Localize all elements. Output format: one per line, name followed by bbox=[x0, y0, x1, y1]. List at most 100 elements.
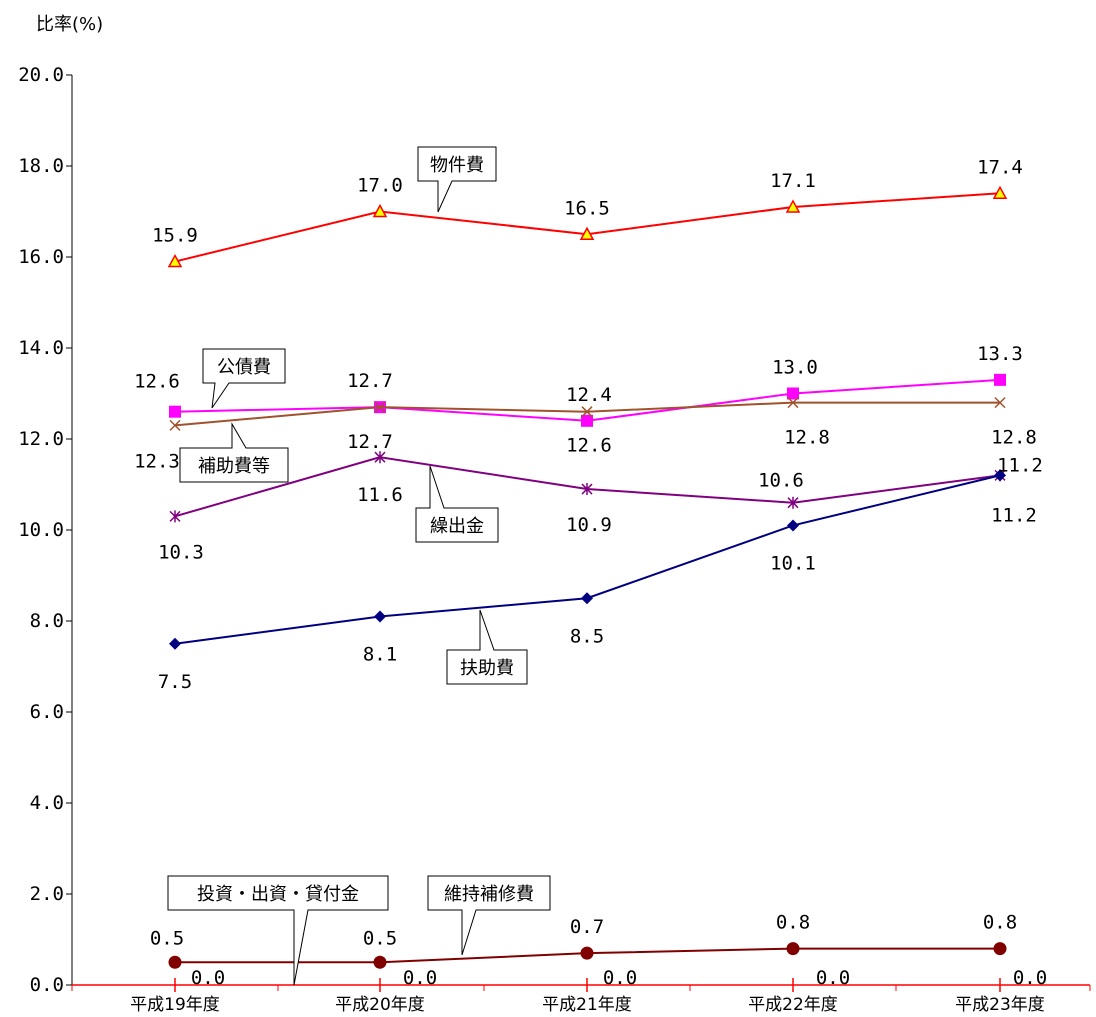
y-tick-label: 12.0 bbox=[18, 428, 64, 450]
callout-label: 維持補修費 bbox=[444, 884, 534, 905]
y-tick-label: 18.0 bbox=[18, 155, 64, 177]
data-point bbox=[786, 942, 800, 956]
y-axis-title: 比率(%) bbox=[36, 14, 103, 35]
series-投資・出資・貸付金 bbox=[174, 978, 1001, 992]
callout-label: 物件費 bbox=[430, 155, 484, 176]
callout-box bbox=[446, 609, 528, 685]
data-point bbox=[579, 226, 595, 240]
data-point bbox=[374, 451, 386, 464]
y-tick-label: 10.0 bbox=[18, 519, 64, 541]
y-tick-label: 0.0 bbox=[30, 974, 64, 996]
data-label: 12.4 bbox=[566, 384, 612, 406]
data-point bbox=[372, 203, 388, 218]
data-label: 0.8 bbox=[983, 912, 1017, 934]
data-label: 7.5 bbox=[158, 671, 192, 693]
data-point bbox=[169, 637, 181, 650]
data-label: 12.8 bbox=[784, 427, 830, 449]
data-label: 11.2 bbox=[991, 504, 1037, 526]
data-label: 12.6 bbox=[566, 435, 612, 457]
data-label: 12.7 bbox=[347, 370, 393, 392]
data-label: 11.6 bbox=[357, 484, 403, 506]
data-label: 10.3 bbox=[158, 541, 204, 563]
data-point bbox=[374, 401, 386, 413]
data-label: 0.0 bbox=[1013, 967, 1047, 989]
y-tick-label: 16.0 bbox=[18, 246, 64, 268]
data-point bbox=[167, 253, 183, 268]
data-label: 0.0 bbox=[816, 967, 850, 989]
data-point bbox=[581, 592, 593, 605]
data-point bbox=[787, 397, 799, 409]
data-label: 0.5 bbox=[363, 927, 397, 949]
series-layer bbox=[167, 185, 1008, 992]
x-category-label: 平成20年度 bbox=[335, 995, 425, 1015]
data-point bbox=[581, 414, 593, 427]
data-point bbox=[169, 419, 181, 431]
y-tick-label: 4.0 bbox=[30, 792, 64, 814]
data-label: 13.0 bbox=[772, 357, 818, 379]
x-category-label: 平成22年度 bbox=[748, 995, 838, 1015]
data-label: 0.8 bbox=[776, 912, 810, 934]
data-label: 8.1 bbox=[363, 643, 397, 665]
y-tick-label: 6.0 bbox=[30, 701, 64, 723]
callout-label: 公債費 bbox=[217, 357, 271, 378]
data-label: 15.9 bbox=[152, 225, 198, 247]
callout-公債費: 公債費 bbox=[202, 348, 286, 409]
callout-label: 扶助費 bbox=[460, 658, 514, 679]
callout-扶助費: 扶助費 bbox=[446, 609, 528, 685]
callout-box bbox=[415, 465, 499, 543]
y-tick-label: 20.0 bbox=[18, 64, 64, 86]
callout-box bbox=[202, 348, 286, 409]
data-point bbox=[993, 942, 1007, 956]
callout-box bbox=[167, 875, 389, 986]
data-point bbox=[373, 955, 387, 969]
axes: 0.0 2.0 4.0 6.0 8.0 10.0 12.0 14.0 16.0 18.0 20.0 平… bbox=[18, 64, 1091, 1015]
data-label: 12.8 bbox=[991, 427, 1037, 449]
data-label: 12.6 bbox=[134, 371, 180, 393]
x-category-label: 平成23年度 bbox=[955, 995, 1045, 1015]
data-point bbox=[994, 469, 1006, 482]
series-繰出金 bbox=[169, 451, 1006, 523]
data-label: 12.7 bbox=[347, 431, 393, 453]
data-label: 16.5 bbox=[564, 197, 610, 219]
callout-label: 繰出金 bbox=[430, 516, 484, 537]
y-tick-label: 2.0 bbox=[30, 883, 64, 905]
data-point bbox=[787, 519, 799, 532]
data-label: 12.3 bbox=[134, 450, 180, 472]
data-point bbox=[580, 946, 594, 960]
data-label: 11.2 bbox=[997, 454, 1043, 476]
callout-box bbox=[417, 146, 497, 213]
data-label: 0.5 bbox=[150, 927, 184, 949]
data-point bbox=[169, 510, 181, 523]
data-label: 17.0 bbox=[357, 175, 403, 197]
data-point bbox=[994, 397, 1006, 409]
data-point bbox=[785, 199, 801, 213]
callout-box bbox=[179, 422, 289, 483]
y-tick-label: 8.0 bbox=[30, 610, 64, 632]
data-point bbox=[169, 405, 181, 418]
x-category-label: 平成21年度 bbox=[542, 995, 632, 1015]
data-label: 17.4 bbox=[977, 156, 1023, 178]
data-point bbox=[581, 483, 593, 496]
data-label: 0.0 bbox=[191, 967, 225, 989]
y-tick-label: 14.0 bbox=[18, 337, 64, 359]
data-point bbox=[787, 387, 799, 400]
series-line bbox=[174, 474, 1001, 645]
series-補助費等 bbox=[169, 397, 1006, 431]
data-labels-layer: 15.9 17.0 16.5 17.1 17.4 12.6 12.7 12.4 13.0 13.3… bbox=[134, 156, 1047, 989]
data-label: 0.0 bbox=[603, 967, 637, 989]
callout-補助費等: 補助費等 bbox=[179, 422, 289, 483]
callout-box bbox=[427, 875, 551, 956]
callout-label: 投資・出資・貸付金 bbox=[197, 884, 359, 905]
data-label: 10.1 bbox=[770, 552, 816, 574]
x-category-label: 平成19年度 bbox=[130, 995, 220, 1015]
data-point bbox=[994, 373, 1006, 386]
callout-投資・出資・貸付金: 投資・出資・貸付金 bbox=[167, 875, 389, 986]
data-point bbox=[787, 496, 799, 509]
series-維持補修費 bbox=[168, 942, 1007, 969]
callout-物件費: 物件費 bbox=[417, 146, 497, 213]
data-label: 0.7 bbox=[570, 916, 604, 938]
callout-繰出金: 繰出金 bbox=[415, 465, 499, 543]
data-point bbox=[374, 610, 386, 623]
series-物件費 bbox=[167, 185, 1008, 268]
